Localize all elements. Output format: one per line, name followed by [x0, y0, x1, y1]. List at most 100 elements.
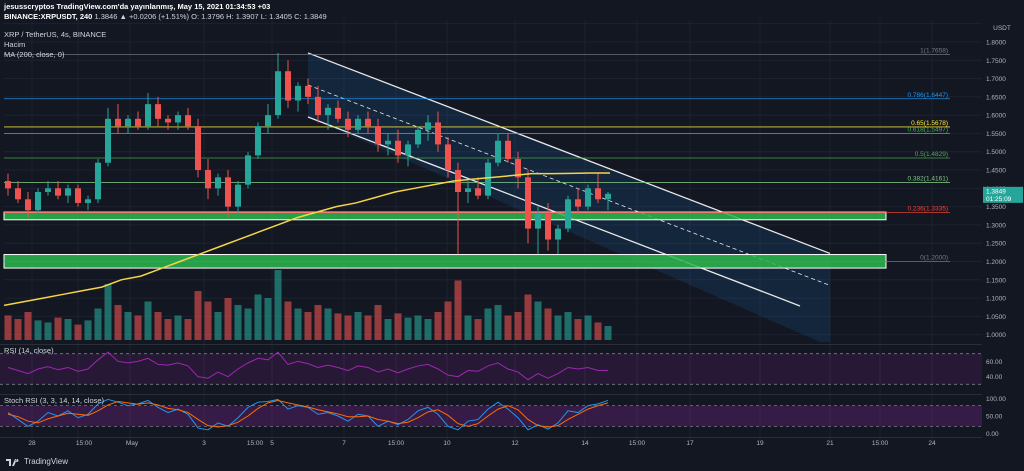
volume-bar	[594, 322, 602, 340]
price-tick: 1.6500	[986, 94, 1006, 101]
volume-bar	[604, 326, 612, 340]
time-tick: 14	[581, 440, 589, 447]
pane-divider	[0, 394, 982, 395]
candle-body	[585, 188, 591, 207]
candle-body	[445, 144, 451, 171]
candle-body	[25, 199, 31, 211]
candle-body	[505, 140, 511, 160]
candle-body	[435, 122, 441, 145]
time-tick: 10	[443, 440, 451, 447]
candle-body	[235, 184, 241, 207]
stoch-tick: 100.00	[986, 396, 1006, 403]
price-tick: 1.5500	[986, 131, 1006, 138]
price-tick: 1.2000	[986, 259, 1006, 266]
candle-body	[115, 118, 121, 127]
candle-body	[425, 122, 431, 130]
rsi-band	[0, 353, 982, 385]
fib-retracement: 1(1.7658) 0.786(1.6447) 0.65(1.5678)0.618(…	[4, 47, 950, 262]
time-tick: 15:00	[629, 440, 646, 447]
volume-bar	[174, 315, 182, 340]
candle-body	[155, 104, 161, 119]
volume-bar	[424, 319, 432, 340]
price-tick: 1.7000	[986, 76, 1006, 83]
volume-bar	[474, 319, 482, 340]
candle-body	[305, 85, 311, 97]
volume-bar	[164, 319, 172, 340]
fib-label: 0.5(1.4829)	[915, 151, 948, 158]
symbol-ohlc: BINANCE:XRPUSDT, 240 1.3846 ▲ +0.0206 (+…	[4, 12, 327, 21]
fib-label: 0.618(1.5497)	[908, 127, 948, 134]
volume-bar	[514, 312, 522, 340]
volume-bar	[124, 312, 132, 340]
candle-body	[285, 71, 291, 101]
price-tick: 1.5000	[986, 149, 1006, 156]
candle-body	[365, 118, 371, 127]
candle-body	[345, 118, 351, 130]
price-tick: 1.8000	[986, 39, 1006, 46]
time-tick: 7	[342, 440, 346, 447]
candle-body	[575, 199, 581, 207]
fib-label: 0.65(1.5678)	[911, 120, 948, 127]
candle-body	[15, 188, 21, 200]
time-tick: 5	[270, 440, 274, 447]
volume-bar	[524, 294, 532, 340]
candle-body	[265, 115, 271, 127]
volume-bar	[4, 315, 12, 340]
pane-divider	[0, 344, 982, 345]
volume-bar	[394, 313, 402, 340]
pair-title: XRP / TetherUS, 4s, BINANCE	[4, 30, 107, 39]
volume-bar	[184, 319, 192, 340]
volume-bar	[104, 284, 112, 340]
volume-bar	[364, 315, 372, 340]
stoch-d-line	[7, 399, 609, 428]
time-tick: May	[126, 440, 139, 447]
candle-body	[175, 115, 181, 123]
volume-bar	[484, 308, 492, 340]
volume-bar	[234, 305, 242, 340]
fib-label: 0(1.2000)	[920, 255, 948, 262]
candle-body	[325, 107, 331, 116]
candle-body	[295, 85, 301, 101]
candlesticks	[5, 52, 611, 255]
candle-body	[565, 199, 571, 229]
time-tick: 15:00	[247, 440, 264, 447]
candle-body	[535, 213, 541, 229]
fib-label: 1(1.7658)	[920, 47, 948, 54]
candle-body	[485, 162, 491, 196]
ma-line	[3, 172, 610, 307]
candle-body	[75, 188, 81, 203]
volume-bar	[114, 305, 122, 340]
candle-body	[275, 71, 281, 116]
volume-bar	[294, 308, 302, 340]
volume-bar	[554, 315, 562, 340]
volume-bar	[434, 312, 442, 340]
time-axis: 28 15:00 May 3 15:00 5 7 15:00 10 12 14 15:00 17 19 21…	[28, 440, 936, 447]
volume-bar	[324, 308, 332, 340]
candle-body	[165, 118, 171, 123]
volume-bar	[54, 317, 62, 340]
tradingview-logo[interactable]: TradingView	[6, 457, 68, 466]
candle-body	[375, 126, 381, 145]
rsi-tick: 40.00	[986, 374, 1003, 381]
volume-bar	[414, 315, 422, 340]
candle-body	[515, 159, 521, 178]
volume-bar	[564, 312, 572, 340]
candle-body	[545, 213, 551, 240]
volume-bar	[354, 312, 362, 340]
candle-body	[205, 170, 211, 189]
volume-bar	[344, 315, 352, 340]
tradingview-logo-icon	[6, 457, 20, 466]
published-by: jesusscryptos TradingView.com'da yayınla…	[4, 2, 271, 11]
volume-bar	[274, 270, 282, 340]
volume-bar	[404, 317, 412, 340]
candle-body	[185, 115, 191, 127]
candle-body	[45, 188, 51, 192]
price-axis-bg	[982, 0, 1024, 471]
candle-body	[55, 188, 61, 196]
candle-body	[475, 188, 481, 196]
volume-bar	[244, 308, 252, 340]
candle-body	[335, 107, 341, 119]
candle-body	[555, 228, 561, 240]
volume-bar	[574, 319, 582, 340]
